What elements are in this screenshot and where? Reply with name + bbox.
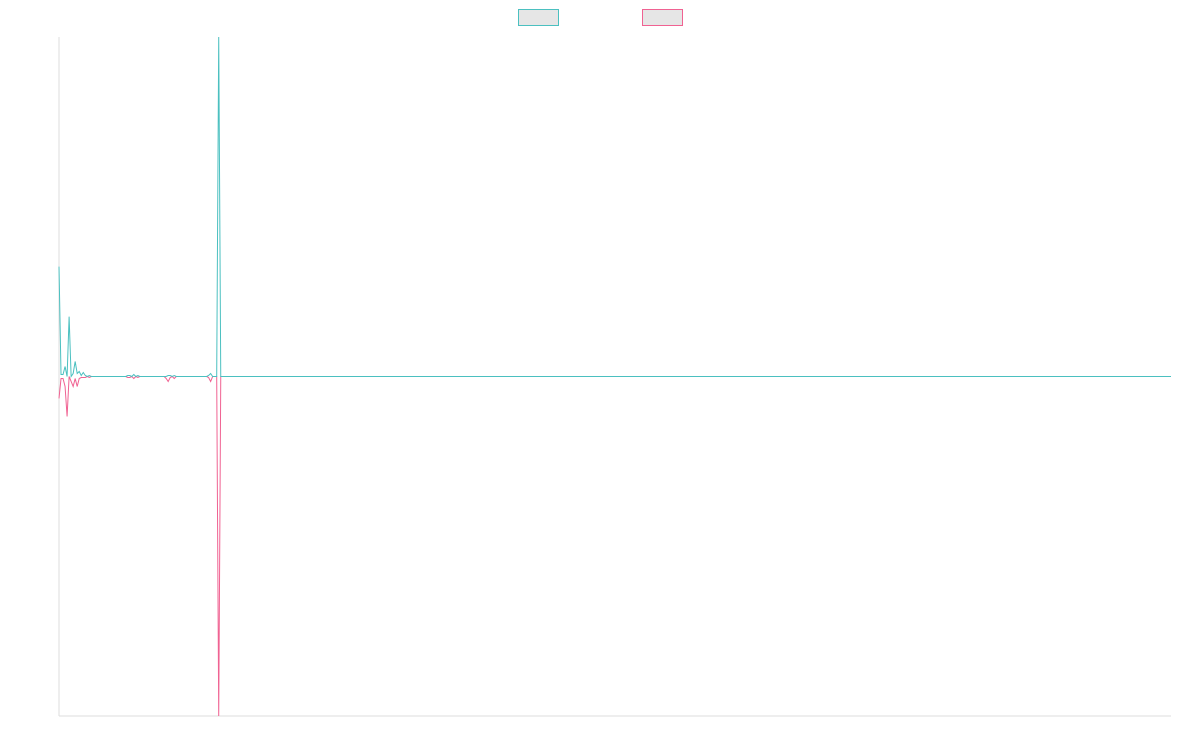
legend (518, 9, 683, 26)
series-line-1 (58, 36, 1171, 379)
series-line-2 (58, 375, 1171, 717)
legend-item-1[interactable] (518, 9, 559, 26)
axes (58, 37, 1171, 717)
legend-item-2[interactable] (642, 9, 683, 26)
series-layer (58, 36, 1171, 717)
legend-swatch-2 (642, 9, 683, 26)
legend-swatch-1 (518, 9, 559, 26)
